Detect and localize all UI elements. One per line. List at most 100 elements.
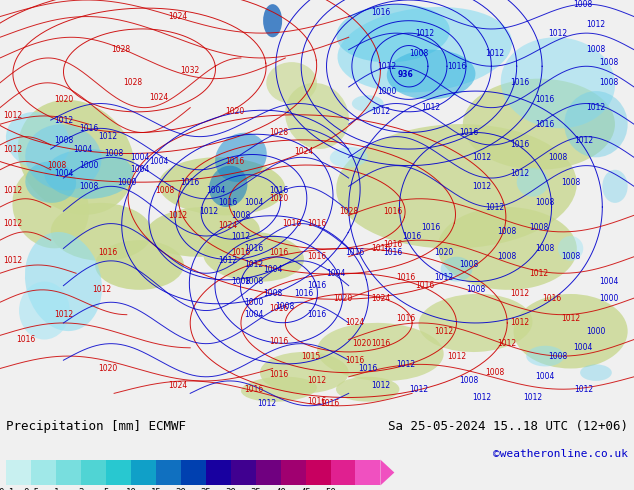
Text: 1008: 1008 (599, 58, 618, 67)
Text: 1016: 1016 (225, 157, 244, 166)
Text: 1008: 1008 (263, 290, 282, 298)
Text: 1016: 1016 (269, 370, 288, 379)
Text: 1012: 1012 (447, 352, 466, 361)
Text: 1000: 1000 (79, 161, 98, 170)
Text: 1016: 1016 (371, 339, 390, 348)
Text: 1008: 1008 (548, 352, 567, 361)
Text: 1024: 1024 (295, 147, 314, 156)
Text: 1004: 1004 (263, 265, 282, 273)
Text: 1020: 1020 (352, 339, 371, 348)
Text: 1012: 1012 (415, 28, 434, 38)
Text: 1004: 1004 (574, 343, 593, 352)
Text: ©weatheronline.co.uk: ©weatheronline.co.uk (493, 448, 628, 459)
Text: 1016: 1016 (269, 186, 288, 195)
Ellipse shape (51, 203, 152, 261)
Ellipse shape (266, 62, 317, 103)
Text: 15: 15 (151, 489, 161, 490)
Ellipse shape (25, 124, 101, 191)
Bar (256, 460, 281, 486)
Text: 1016: 1016 (415, 281, 434, 290)
Text: Precipitation [mm] ECMWF: Precipitation [mm] ECMWF (6, 420, 186, 433)
Text: 1012: 1012 (409, 385, 428, 393)
Text: 1008: 1008 (231, 277, 250, 286)
Text: Sa 25-05-2024 15..18 UTC (12+06): Sa 25-05-2024 15..18 UTC (12+06) (387, 420, 628, 433)
Text: 30: 30 (226, 489, 236, 490)
Text: 1016: 1016 (384, 240, 403, 249)
Text: 1016: 1016 (181, 178, 200, 187)
Text: 5: 5 (103, 489, 109, 490)
Text: 1012: 1012 (168, 211, 187, 220)
Text: 1024: 1024 (219, 221, 238, 230)
Bar (156, 460, 181, 486)
Text: 1012: 1012 (586, 103, 605, 112)
Text: 1016: 1016 (346, 248, 365, 257)
Ellipse shape (18, 100, 134, 215)
Text: 1012: 1012 (523, 393, 542, 402)
Text: 1020: 1020 (333, 294, 352, 303)
Bar (31, 460, 56, 486)
Ellipse shape (19, 282, 70, 340)
Text: 1016: 1016 (422, 223, 441, 232)
Text: 1012: 1012 (472, 393, 491, 402)
Text: 1008: 1008 (54, 136, 73, 145)
Text: 1016: 1016 (269, 337, 288, 346)
Text: 1012: 1012 (574, 136, 593, 145)
Text: 1016: 1016 (307, 252, 327, 261)
Text: 1012: 1012 (3, 186, 22, 195)
Text: 1012: 1012 (307, 376, 327, 386)
Text: 1016: 1016 (460, 128, 479, 137)
Ellipse shape (215, 133, 267, 182)
Text: 1016: 1016 (396, 314, 415, 323)
Text: 1016: 1016 (384, 248, 403, 257)
Bar (56, 460, 81, 486)
Text: 1004: 1004 (244, 198, 263, 207)
Bar (306, 460, 330, 486)
Bar (281, 460, 306, 486)
Ellipse shape (526, 346, 564, 367)
Text: 1020: 1020 (269, 194, 288, 203)
Text: 1012: 1012 (548, 28, 567, 38)
Text: 1004: 1004 (327, 269, 346, 278)
Text: 1012: 1012 (98, 132, 117, 141)
Ellipse shape (337, 7, 512, 93)
Bar (81, 460, 106, 486)
Text: 1016: 1016 (396, 273, 415, 282)
Text: 1012: 1012 (422, 103, 441, 112)
Text: 1012: 1012 (3, 111, 22, 121)
Text: 1000: 1000 (117, 178, 136, 187)
Text: 1016: 1016 (282, 219, 301, 228)
Text: 1004: 1004 (149, 157, 168, 166)
Bar (330, 460, 356, 486)
Text: 1004: 1004 (536, 372, 555, 381)
Text: 1024: 1024 (168, 381, 187, 390)
Text: 1008: 1008 (155, 186, 174, 195)
Bar (231, 460, 256, 486)
Text: 1004: 1004 (206, 186, 225, 195)
Text: 1004: 1004 (130, 165, 149, 174)
Text: 0.5: 0.5 (23, 489, 39, 490)
Text: 1016: 1016 (244, 385, 263, 393)
Text: 1000: 1000 (599, 294, 618, 303)
Ellipse shape (558, 236, 583, 261)
Text: 1016: 1016 (98, 248, 117, 257)
Text: 1008: 1008 (48, 161, 67, 170)
Text: 1008: 1008 (561, 178, 580, 187)
Text: 1012: 1012 (510, 290, 529, 298)
Text: 1012: 1012 (396, 360, 415, 369)
Bar (206, 460, 231, 486)
Text: 1024: 1024 (149, 93, 168, 102)
Text: 1: 1 (53, 489, 59, 490)
Text: 1020: 1020 (434, 248, 453, 257)
Text: 1004: 1004 (599, 277, 618, 286)
Text: 1016: 1016 (447, 62, 466, 71)
Text: 1016: 1016 (307, 310, 327, 319)
Polygon shape (380, 460, 394, 486)
Ellipse shape (260, 352, 349, 393)
Text: 1016: 1016 (295, 290, 314, 298)
Text: 1016: 1016 (371, 8, 390, 17)
Text: 1016: 1016 (307, 281, 327, 290)
Text: 1000: 1000 (244, 298, 263, 307)
Text: 1016: 1016 (403, 231, 422, 241)
Text: 1012: 1012 (472, 182, 491, 191)
Text: 1008: 1008 (574, 0, 593, 9)
